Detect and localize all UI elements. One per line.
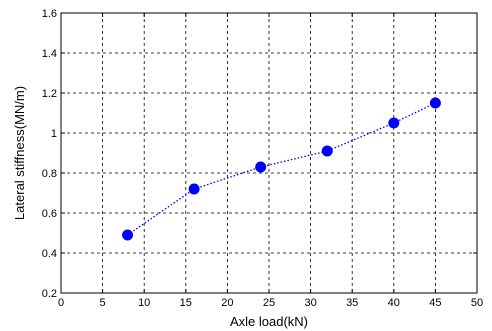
data-point xyxy=(321,145,333,157)
x-tick-label: 40 xyxy=(388,297,400,309)
x-tick-label: 15 xyxy=(180,297,192,309)
y-tick-label: 1.6 xyxy=(42,8,57,20)
y-tick-label: 1.2 xyxy=(42,88,57,100)
data-point xyxy=(388,117,400,129)
data-point xyxy=(429,97,441,109)
x-tick-label: 5 xyxy=(100,297,106,309)
grid xyxy=(61,13,477,293)
y-tick-label: 1 xyxy=(51,128,57,140)
x-tick-label: 0 xyxy=(58,297,64,309)
x-tick-label: 10 xyxy=(138,297,150,309)
axis-ticks: 0 5 10 15 20 25 30 35 40 45 50 0.2 0.4 0.6 0.8 1 1.2 1.4 1… xyxy=(42,8,483,309)
y-tick-label: 1.4 xyxy=(42,48,57,60)
x-tick-label: 30 xyxy=(304,297,316,309)
series-line xyxy=(127,102,436,236)
y-tick-label: 0.2 xyxy=(42,288,57,300)
x-axis-label: Axle load(kN) xyxy=(230,314,308,329)
x-tick-label: 45 xyxy=(429,297,441,309)
x-tick-label: 25 xyxy=(263,297,275,309)
y-tick-label: 0.8 xyxy=(42,168,57,180)
x-tick-label: 50 xyxy=(471,297,483,309)
y-tick-label: 0.6 xyxy=(42,208,57,220)
series-group xyxy=(122,97,441,241)
y-axis-label: Lateral stiffness(MN/m) xyxy=(12,86,27,220)
x-tick-label: 35 xyxy=(346,297,358,309)
data-point xyxy=(122,229,134,241)
x-tick-label: 20 xyxy=(221,297,233,309)
data-point xyxy=(188,183,200,195)
y-tick-label: 0.4 xyxy=(42,248,57,260)
data-point xyxy=(255,161,267,173)
